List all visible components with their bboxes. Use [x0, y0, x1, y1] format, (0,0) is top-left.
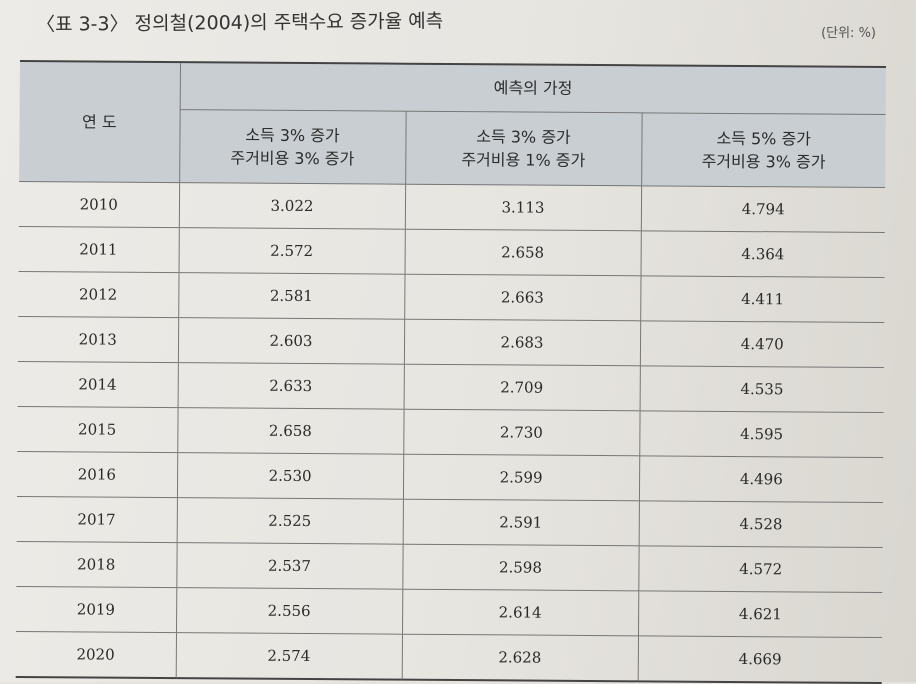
year-cell: 2017 — [16, 496, 177, 543]
scenario-income: 소득 3% 증가 — [476, 126, 571, 147]
table-row: 2020 2.574 2.628 4.669 — [15, 631, 882, 684]
value-cell: 3.113 — [404, 184, 642, 231]
table-row: 2017 2.525 2.591 4.528 — [16, 496, 883, 548]
value-cell: 2.525 — [176, 497, 403, 545]
unit-label: (단위: %) — [821, 26, 876, 41]
value-cell: 4.572 — [638, 545, 883, 593]
value-cell: 2.658 — [177, 407, 404, 455]
value-cell: 2.658 — [404, 229, 641, 276]
value-cell: 4.794 — [640, 185, 886, 233]
value-cell: 2.614 — [402, 589, 639, 636]
value-cell: 2.633 — [177, 362, 404, 410]
year-cell: 2014 — [17, 361, 178, 408]
table-row: 2019 2.556 2.614 4.621 — [16, 586, 883, 638]
year-cell: 2019 — [16, 586, 177, 633]
scenario-housing-cost: 주거비용 1% 증가 — [461, 150, 586, 170]
value-cell: 4.669 — [637, 635, 882, 684]
scenario-income: 소득 3% 증가 — [245, 125, 340, 146]
value-cell: 4.411 — [640, 275, 885, 323]
scenario-housing-cost: 주거비용 3% 증가 — [701, 151, 826, 172]
value-cell: 2.530 — [176, 452, 404, 500]
value-cell: 4.535 — [639, 365, 884, 413]
year-cell: 2010 — [18, 181, 180, 228]
value-cell: 2.730 — [403, 409, 640, 456]
value-cell: 2.663 — [404, 274, 641, 321]
year-header: 연 도 — [19, 60, 180, 183]
year-cell: 2020 — [15, 631, 177, 679]
value-cell: 4.621 — [637, 590, 883, 638]
value-cell: 4.496 — [638, 455, 884, 503]
year-cell: 2015 — [17, 406, 178, 453]
value-cell: 2.709 — [403, 364, 640, 411]
table-row: 2010 3.022 3.113 4.794 — [18, 181, 886, 233]
table-row: 2013 2.603 2.683 4.470 — [17, 316, 885, 368]
table-row: 2012 2.581 2.663 4.411 — [18, 271, 885, 323]
value-cell: 2.603 — [177, 317, 405, 365]
value-cell: 2.598 — [402, 544, 639, 591]
scenario-header: 소득 5% 증가 주거비용 3% 증가 — [641, 112, 886, 188]
value-cell: 2.581 — [178, 272, 405, 320]
table-row: 2015 2.658 2.730 4.595 — [17, 406, 884, 458]
value-cell: 4.595 — [639, 410, 884, 458]
value-cell: 2.683 — [403, 319, 641, 366]
value-cell: 4.470 — [639, 320, 885, 368]
value-cell: 2.591 — [402, 499, 639, 546]
value-cell: 2.556 — [176, 587, 403, 635]
scenario-header: 소득 3% 증가 주거비용 1% 증가 — [405, 111, 642, 186]
scenario-header: 소득 3% 증가 주거비용 3% 증가 — [179, 109, 406, 185]
scenario-income: 소득 5% 증가 — [716, 128, 812, 149]
table-row: 2018 2.537 2.598 4.572 — [16, 541, 883, 593]
table-row: 2011 2.572 2.658 4.364 — [18, 226, 885, 278]
table-row: 2014 2.633 2.709 4.535 — [17, 361, 884, 413]
year-cell: 2013 — [17, 316, 179, 363]
year-cell: 2011 — [18, 226, 179, 273]
value-cell: 2.599 — [402, 454, 640, 501]
table-caption: 〈표 3-3〉 정의철(2004)의 주택수요 증가율 예측 — [35, 10, 444, 36]
value-cell: 4.528 — [638, 500, 883, 548]
value-cell: 2.572 — [178, 227, 405, 275]
scenario-housing-cost: 주거비용 3% 증가 — [230, 148, 355, 169]
value-cell: 3.022 — [178, 182, 406, 230]
year-cell: 2016 — [16, 451, 178, 498]
table-row: 2016 2.530 2.599 4.496 — [16, 451, 884, 503]
value-cell: 4.364 — [640, 230, 885, 278]
value-cell: 2.537 — [176, 542, 403, 590]
value-cell: 2.628 — [401, 634, 638, 682]
value-cell: 2.574 — [175, 632, 403, 680]
forecast-table: 연 도 예측의 가정 소득 3% 증가 주거비용 3% 증가 소득 3% 증가 … — [15, 60, 886, 684]
assumption-group-header: 예측의 가정 — [179, 62, 886, 115]
year-cell: 2018 — [16, 541, 177, 588]
year-cell: 2012 — [18, 271, 179, 318]
